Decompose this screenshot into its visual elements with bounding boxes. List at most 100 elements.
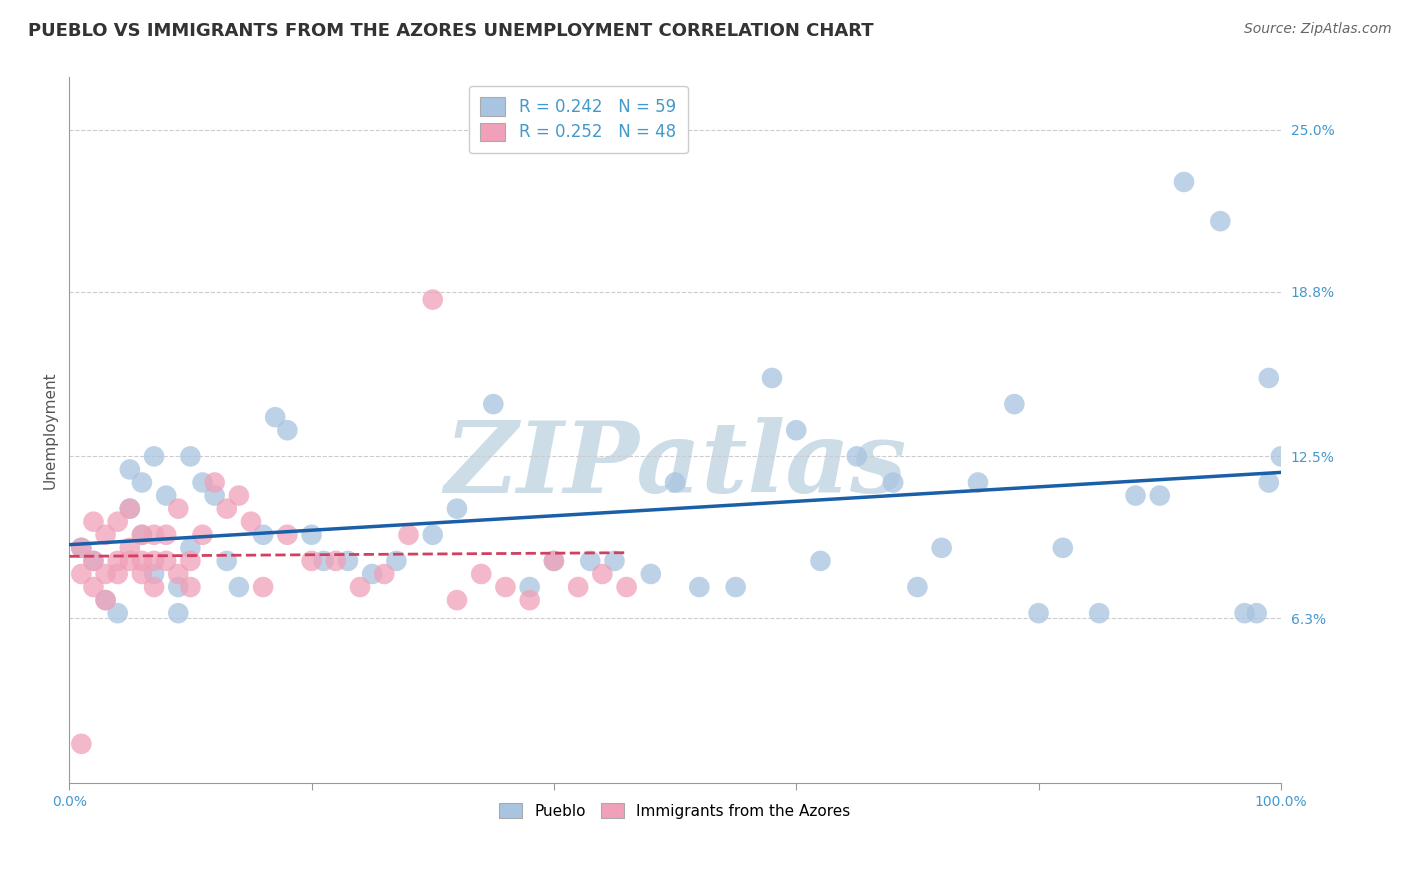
Point bbox=[107, 554, 129, 568]
Point bbox=[191, 475, 214, 490]
Point bbox=[118, 501, 141, 516]
Point bbox=[1149, 489, 1171, 503]
Point bbox=[688, 580, 710, 594]
Point bbox=[94, 566, 117, 581]
Point bbox=[82, 554, 104, 568]
Point bbox=[264, 410, 287, 425]
Point bbox=[591, 566, 613, 581]
Point bbox=[373, 566, 395, 581]
Point bbox=[143, 580, 166, 594]
Point bbox=[543, 554, 565, 568]
Point bbox=[240, 515, 263, 529]
Point bbox=[349, 580, 371, 594]
Point bbox=[422, 528, 444, 542]
Point bbox=[470, 566, 492, 581]
Point bbox=[82, 515, 104, 529]
Point bbox=[312, 554, 335, 568]
Point bbox=[1088, 606, 1111, 620]
Point bbox=[361, 566, 384, 581]
Point bbox=[82, 580, 104, 594]
Point bbox=[204, 475, 226, 490]
Point bbox=[640, 566, 662, 581]
Point bbox=[579, 554, 602, 568]
Point bbox=[385, 554, 408, 568]
Point bbox=[422, 293, 444, 307]
Text: ZIPatlas: ZIPatlas bbox=[444, 417, 907, 514]
Point bbox=[70, 566, 93, 581]
Point bbox=[1028, 606, 1050, 620]
Point bbox=[336, 554, 359, 568]
Point bbox=[118, 554, 141, 568]
Point bbox=[446, 593, 468, 607]
Point bbox=[179, 541, 201, 555]
Point bbox=[845, 450, 868, 464]
Point bbox=[882, 475, 904, 490]
Point bbox=[131, 475, 153, 490]
Point bbox=[905, 580, 928, 594]
Point bbox=[155, 554, 177, 568]
Point bbox=[167, 580, 190, 594]
Point bbox=[785, 423, 807, 437]
Point bbox=[94, 528, 117, 542]
Point bbox=[325, 554, 347, 568]
Point bbox=[118, 541, 141, 555]
Point bbox=[1173, 175, 1195, 189]
Point bbox=[143, 566, 166, 581]
Point bbox=[215, 554, 238, 568]
Point bbox=[252, 528, 274, 542]
Point bbox=[204, 489, 226, 503]
Point bbox=[131, 528, 153, 542]
Point bbox=[131, 566, 153, 581]
Point bbox=[301, 554, 323, 568]
Point bbox=[482, 397, 505, 411]
Point bbox=[519, 593, 541, 607]
Point bbox=[252, 580, 274, 594]
Point bbox=[82, 554, 104, 568]
Point bbox=[70, 541, 93, 555]
Point bbox=[179, 450, 201, 464]
Point bbox=[143, 528, 166, 542]
Point bbox=[616, 580, 638, 594]
Point bbox=[118, 462, 141, 476]
Point bbox=[1270, 450, 1292, 464]
Legend: Pueblo, Immigrants from the Azores: Pueblo, Immigrants from the Azores bbox=[494, 797, 856, 825]
Point bbox=[228, 489, 250, 503]
Point bbox=[664, 475, 686, 490]
Point bbox=[143, 450, 166, 464]
Point bbox=[179, 554, 201, 568]
Point bbox=[398, 528, 420, 542]
Point bbox=[276, 528, 298, 542]
Point bbox=[603, 554, 626, 568]
Point bbox=[494, 580, 516, 594]
Point bbox=[107, 515, 129, 529]
Point bbox=[1125, 489, 1147, 503]
Point bbox=[276, 423, 298, 437]
Point bbox=[543, 554, 565, 568]
Point bbox=[810, 554, 832, 568]
Y-axis label: Unemployment: Unemployment bbox=[44, 371, 58, 489]
Point bbox=[215, 501, 238, 516]
Point bbox=[131, 554, 153, 568]
Point bbox=[446, 501, 468, 516]
Point bbox=[118, 501, 141, 516]
Point bbox=[567, 580, 589, 594]
Point bbox=[107, 606, 129, 620]
Point bbox=[167, 566, 190, 581]
Point bbox=[167, 501, 190, 516]
Point bbox=[1257, 371, 1279, 385]
Point bbox=[1209, 214, 1232, 228]
Point bbox=[1052, 541, 1074, 555]
Point bbox=[155, 489, 177, 503]
Point bbox=[931, 541, 953, 555]
Point bbox=[301, 528, 323, 542]
Point bbox=[761, 371, 783, 385]
Text: Source: ZipAtlas.com: Source: ZipAtlas.com bbox=[1244, 22, 1392, 37]
Point bbox=[1257, 475, 1279, 490]
Point bbox=[191, 528, 214, 542]
Point bbox=[167, 606, 190, 620]
Text: PUEBLO VS IMMIGRANTS FROM THE AZORES UNEMPLOYMENT CORRELATION CHART: PUEBLO VS IMMIGRANTS FROM THE AZORES UNE… bbox=[28, 22, 873, 40]
Point bbox=[519, 580, 541, 594]
Point bbox=[228, 580, 250, 594]
Point bbox=[724, 580, 747, 594]
Point bbox=[131, 528, 153, 542]
